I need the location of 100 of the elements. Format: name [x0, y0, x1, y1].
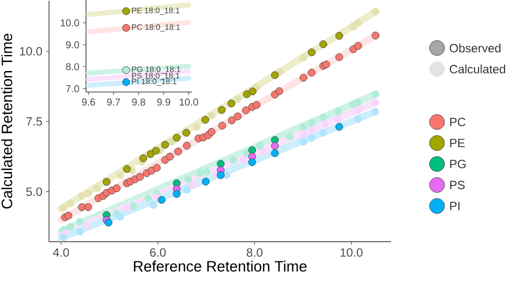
point — [371, 108, 379, 116]
point — [116, 212, 124, 221]
point — [371, 98, 379, 107]
point — [123, 165, 131, 173]
point — [66, 222, 74, 231]
legend-label: PS — [450, 180, 465, 190]
x-tick-label: 9.9 — [157, 98, 170, 106]
point — [319, 40, 328, 48]
point — [308, 48, 316, 56]
point — [184, 175, 192, 184]
point — [82, 222, 91, 230]
point — [202, 168, 211, 176]
point — [248, 88, 257, 96]
point — [308, 134, 316, 142]
point — [64, 212, 72, 220]
point — [234, 95, 242, 103]
point — [139, 154, 148, 162]
point — [172, 190, 181, 198]
point — [259, 148, 268, 156]
point — [248, 146, 256, 154]
point — [271, 71, 279, 79]
point — [300, 74, 308, 82]
y-tick-label: 7.5 — [26, 117, 42, 126]
point — [234, 112, 242, 120]
point — [208, 112, 216, 120]
point — [104, 218, 112, 226]
point — [256, 142, 264, 150]
x-tick-label: 10.0 — [340, 248, 363, 257]
point — [354, 42, 362, 50]
point — [78, 192, 86, 200]
point — [354, 98, 362, 106]
point — [152, 146, 160, 155]
point — [308, 119, 316, 127]
point — [354, 19, 362, 27]
point — [354, 115, 362, 123]
point — [271, 149, 279, 158]
point — [76, 218, 84, 226]
text: Observed — [450, 44, 500, 52]
annotation: PS 18:0_18:1 — [132, 72, 180, 80]
point — [129, 202, 138, 210]
point — [216, 160, 225, 168]
point — [216, 171, 225, 179]
x-tick-label: 4.0 — [53, 248, 69, 257]
point — [93, 184, 101, 192]
point — [172, 134, 181, 142]
point — [218, 106, 226, 114]
point — [158, 196, 166, 204]
point — [252, 101, 260, 109]
point — [183, 186, 191, 194]
legend-label: PG — [450, 160, 466, 168]
y-axis-title: Calculated Retention Time — [1, 34, 12, 209]
point — [148, 166, 156, 174]
point — [321, 120, 330, 128]
point — [334, 108, 342, 116]
point — [335, 32, 344, 40]
series-label: PI 18:0_18:1 — [132, 78, 176, 86]
text: Calculated — [450, 64, 506, 74]
point — [202, 178, 210, 186]
point — [286, 132, 294, 140]
point — [60, 204, 68, 212]
point — [372, 32, 380, 40]
point — [153, 164, 161, 172]
point — [319, 114, 328, 122]
point — [84, 203, 92, 212]
point — [196, 169, 204, 178]
point — [248, 158, 256, 166]
point — [183, 142, 191, 150]
point — [308, 68, 316, 76]
series-label: PC 18:0_18:1 — [132, 24, 180, 32]
point — [372, 90, 380, 98]
point — [150, 201, 158, 209]
x-tick-label: 9.6 — [82, 98, 96, 106]
point — [66, 199, 74, 208]
legend-label: PE — [450, 138, 465, 148]
point — [208, 128, 216, 136]
y-tick-label: 8.0 — [66, 63, 80, 70]
point — [84, 190, 92, 198]
point — [189, 181, 198, 189]
y-tick-label: 10.0 — [60, 19, 80, 26]
point — [275, 87, 284, 95]
y-tick-label: 7.0 — [66, 85, 80, 92]
series-label: PG 18:0_18:1 — [132, 66, 180, 74]
point — [300, 54, 308, 62]
x-tick-label: 10.0 — [180, 98, 198, 106]
point — [300, 138, 308, 146]
x-tick-label: 9.8 — [132, 98, 146, 106]
y-tick-label: 10.0 — [20, 47, 42, 56]
point — [271, 142, 279, 150]
point — [144, 194, 152, 202]
point — [334, 115, 342, 123]
point — [78, 203, 86, 212]
point — [76, 228, 84, 236]
point — [300, 130, 308, 138]
point — [228, 100, 236, 108]
point — [243, 90, 251, 98]
point — [123, 204, 131, 212]
x-tick-label: 8.0 — [246, 248, 262, 257]
point — [354, 106, 362, 114]
point — [276, 68, 284, 76]
point — [242, 106, 250, 114]
